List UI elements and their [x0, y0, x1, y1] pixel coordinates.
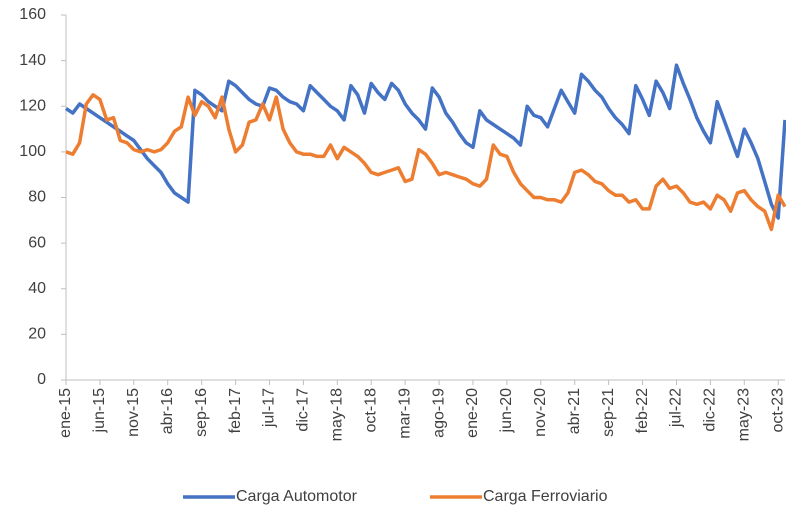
x-tick-label: may-18 — [329, 388, 346, 441]
y-tick-label: 140 — [19, 52, 46, 69]
y-tick-label: 60 — [28, 234, 46, 251]
x-tick-label: jun-15 — [91, 388, 108, 434]
x-tick-label: feb-22 — [634, 388, 651, 433]
x-tick-label: dic-22 — [702, 388, 719, 432]
x-tick-label: jul-17 — [261, 388, 278, 428]
x-tick-label: sep-21 — [600, 388, 617, 437]
series-line — [65, 93, 786, 232]
x-tick-label: may-23 — [736, 388, 753, 441]
y-tick-label: 160 — [19, 6, 46, 23]
x-tick-label: abr-16 — [159, 388, 176, 434]
x-tick-label: ene-15 — [57, 388, 74, 438]
x-tick-label: oct-18 — [362, 388, 379, 433]
x-tick-label: nov-20 — [532, 388, 549, 437]
legend-label: Carga Automotor — [236, 488, 358, 505]
x-tick-label: sep-16 — [193, 388, 210, 437]
y-tick-label: 0 — [37, 371, 46, 388]
x-tick-label: dic-17 — [295, 388, 312, 432]
x-tick-label: mar-19 — [396, 388, 413, 439]
x-tick-label: feb-17 — [227, 388, 244, 433]
y-tick-label: 100 — [19, 143, 46, 160]
x-tick-label: nov-15 — [125, 388, 142, 437]
y-tick-label: 20 — [28, 326, 46, 343]
y-tick-label: 40 — [28, 280, 46, 297]
x-tick-label: jun-20 — [498, 388, 515, 434]
x-tick-label: oct-23 — [769, 388, 786, 433]
x-tick-label: ene-20 — [464, 388, 481, 438]
x-tick-label: jul-22 — [668, 388, 685, 428]
series-line — [65, 63, 786, 220]
y-tick-label: 80 — [28, 189, 46, 206]
legend-label: Carga Ferroviario — [483, 488, 608, 505]
x-tick-label: abr-21 — [566, 388, 583, 434]
y-tick-label: 120 — [19, 97, 46, 114]
x-tick-label: ago-19 — [430, 388, 447, 438]
